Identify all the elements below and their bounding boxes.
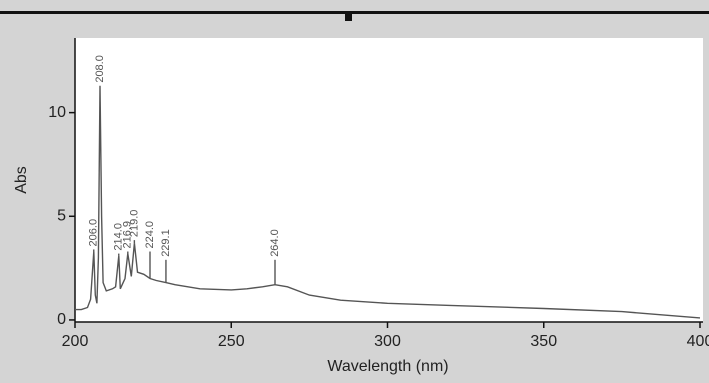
- splitter-handle: [345, 13, 352, 21]
- plot-area: [75, 38, 703, 322]
- x-axis-label: Wavelength (nm): [327, 358, 448, 375]
- x-tick-label: 350: [530, 333, 557, 350]
- top-bar: [0, 11, 709, 14]
- peak-label: 216.9: [122, 221, 134, 249]
- peak-label: 206.0: [88, 219, 100, 247]
- y-axis-label: Abs: [13, 166, 30, 194]
- peak-label: 219.0: [128, 210, 140, 238]
- y-tick-label: 5: [57, 207, 66, 224]
- x-tick-label: 250: [218, 333, 245, 350]
- x-tick-label: 300: [374, 333, 401, 350]
- peak-label: 264.0: [269, 229, 281, 257]
- peak-label: 229.1: [160, 229, 172, 257]
- x-tick-label: 400: [687, 333, 709, 350]
- x-tick-label: 200: [62, 333, 89, 350]
- peak-label: 208.0: [94, 55, 106, 83]
- peak-label: 214.0: [113, 223, 125, 251]
- y-tick-label: 10: [48, 104, 66, 121]
- y-tick-label: 0: [57, 311, 66, 328]
- peak-label: 224.0: [144, 221, 156, 249]
